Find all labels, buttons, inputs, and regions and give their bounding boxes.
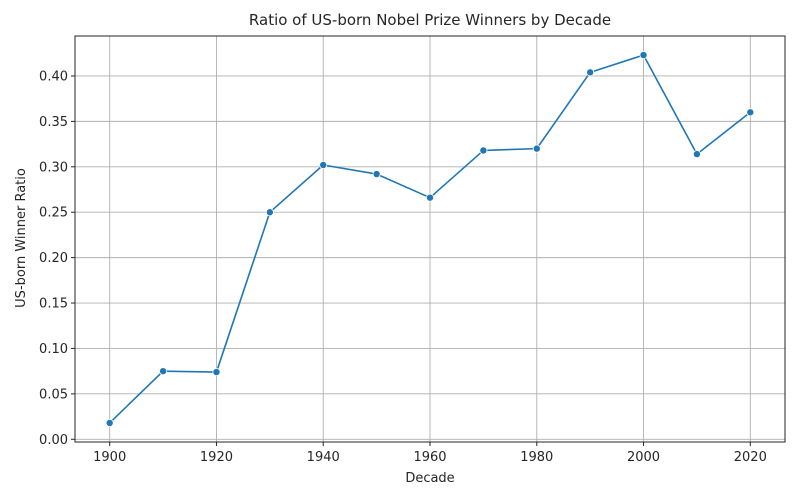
y-axis-label: US-born Winner Ratio [14,168,29,308]
x-tick-label: 2020 [734,450,767,465]
grid-layer [75,36,785,442]
data-point [532,144,541,153]
y-tick-label: 0.30 [39,160,68,175]
x-tick-label: 1980 [520,450,553,465]
data-point [319,160,328,169]
data-point [265,208,274,217]
y-tick-label: 0.20 [39,251,68,266]
axes-layer: 1900 1920 1940 1960 1980 2000 2020 0.00 0.05 0.10… [39,35,786,465]
x-tick-label: 1920 [200,450,233,465]
y-tick-label: 0.10 [39,342,68,357]
data-point [746,108,755,117]
y-tick-label: 0.00 [39,433,68,448]
data-point [159,367,168,376]
data-point [212,368,221,377]
data-point [425,193,434,202]
chart-title: Ratio of US-born Nobel Prize Winners by … [249,11,611,29]
y-tick-label: 0.25 [39,206,68,221]
x-tick-label: 1940 [307,450,340,465]
y-tick-label: 0.05 [39,387,68,402]
x-axis-label: Decade [405,471,454,486]
x-tick-label: 2000 [627,450,660,465]
series-layer [105,51,755,427]
data-point [105,418,114,427]
data-point [372,170,381,179]
data-point [639,51,648,60]
x-tick-label: 1900 [93,450,126,465]
y-tick-label: 0.40 [39,69,68,84]
x-tick-label: 1960 [413,450,446,465]
y-tick-label: 0.35 [39,115,68,130]
data-point [586,68,595,77]
data-point [479,146,488,155]
y-tick-label: 0.15 [39,297,68,312]
data-point [692,150,701,159]
